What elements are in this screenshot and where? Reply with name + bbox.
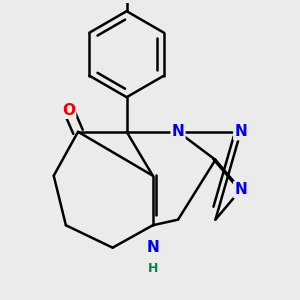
Text: N: N: [172, 124, 184, 139]
Text: N: N: [146, 240, 159, 255]
Text: N: N: [234, 124, 247, 139]
Text: N: N: [234, 182, 247, 197]
Text: O: O: [62, 103, 75, 118]
Text: H: H: [148, 262, 158, 275]
